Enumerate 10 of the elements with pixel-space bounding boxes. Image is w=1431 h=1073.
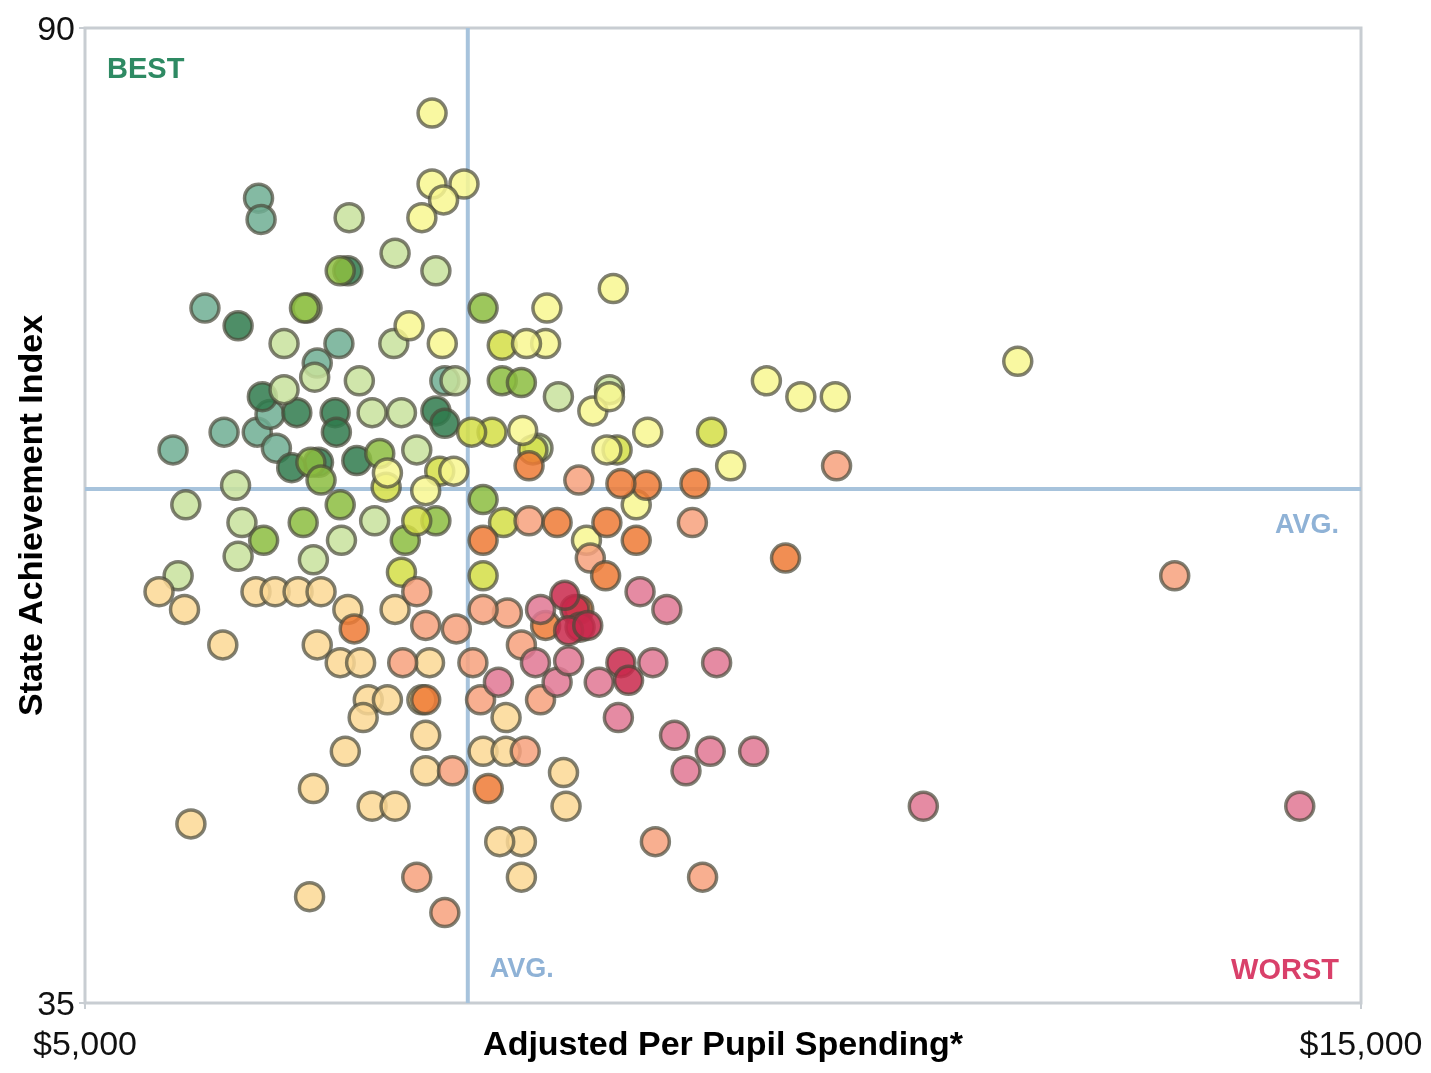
annotation: BEST bbox=[107, 52, 185, 84]
y-axis-title: State Achievement Index bbox=[11, 314, 49, 717]
ref-line-label: AVG. bbox=[1274, 508, 1339, 539]
x-tick-label: $15,000 bbox=[1299, 1024, 1423, 1062]
y-tick-label: 90 bbox=[37, 8, 75, 47]
x-axis-title: Adjusted Per Pupil Spending* bbox=[483, 1024, 964, 1062]
y-tick-label: 35 bbox=[37, 983, 75, 1022]
x-tick-label: $5,000 bbox=[33, 1024, 137, 1062]
annotation: WORST bbox=[1231, 953, 1340, 985]
ref-line-label: AVG. bbox=[489, 953, 554, 983]
